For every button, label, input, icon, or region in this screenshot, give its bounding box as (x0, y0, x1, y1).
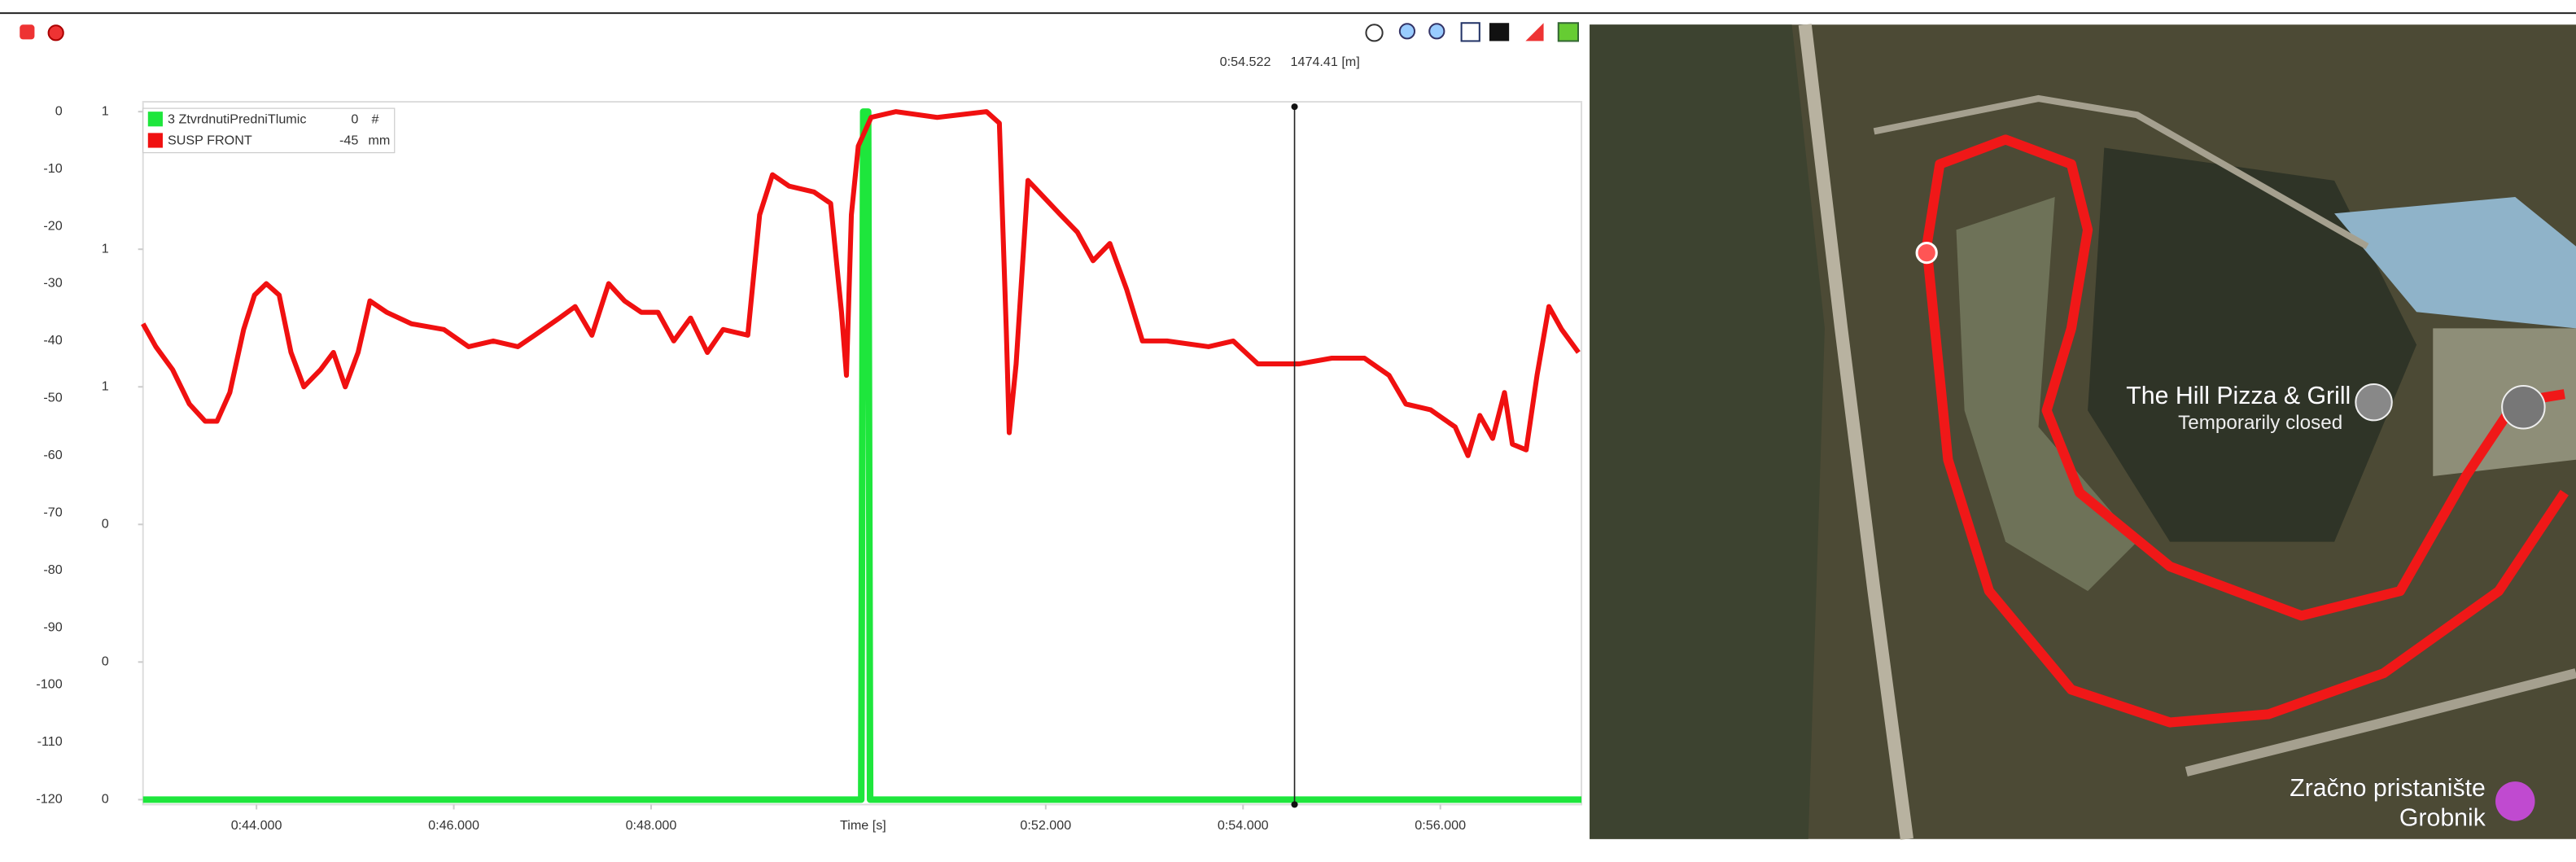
legend (142, 107, 396, 154)
x-tick-label: 0:48.000 (626, 818, 677, 833)
position-marker (1915, 242, 1938, 265)
legend-readout: 0 (351, 112, 358, 127)
series-line (142, 108, 1582, 803)
poi-restaurant[interactable] (2355, 383, 2393, 422)
cursor-dot (1291, 103, 1298, 111)
poi-name: The Hill Pizza & Grill (2126, 383, 2351, 409)
y2-tick-label: 1 (102, 241, 109, 256)
y-tick-label: -10 (43, 161, 62, 176)
track (1922, 134, 2569, 728)
cursor-dot (1291, 801, 1298, 808)
building (2334, 197, 2576, 329)
toolbar-icons[interactable] (1365, 22, 1580, 42)
y2-tick-label: 1 (102, 103, 109, 118)
left-icons[interactable] (20, 24, 64, 42)
poi-airport[interactable] (2495, 781, 2535, 821)
legend-unit: mm (368, 133, 390, 148)
y-tick-label: -50 (43, 391, 62, 405)
legend-swatch (147, 112, 163, 127)
icon-display[interactable] (1489, 23, 1510, 42)
poi-pin[interactable] (2501, 385, 2546, 430)
y-tick-label: -30 (43, 276, 62, 291)
y-tick-label: -70 (43, 505, 62, 519)
legend-label: SUSP FRONT (168, 133, 252, 148)
x-axis-label: Time [s] (840, 818, 886, 833)
icon-record[interactable] (47, 24, 64, 42)
cursor-time: 0:54.522 (1220, 55, 1271, 69)
field (1956, 197, 2137, 592)
icon-zoom-in[interactable] (1398, 23, 1416, 40)
icon-grid[interactable] (1557, 22, 1580, 42)
legend-swatch (147, 133, 163, 148)
x-tick-label: 0:56.000 (1415, 818, 1466, 833)
y-tick-label: 0 (55, 103, 63, 118)
legend-label: 3 ZtvrdnutiPredniTlumic (168, 112, 306, 127)
icon-layout[interactable] (1460, 22, 1480, 42)
y2-tick-label: 0 (102, 517, 109, 532)
y-tick-label: -90 (43, 619, 62, 634)
icon-pen[interactable] (20, 24, 35, 40)
plot: -120-110-100-90-80-70-60-50-40-30-20-100… (36, 103, 1582, 833)
legend-unit: # (371, 112, 378, 127)
y2-tick-label: 0 (102, 792, 109, 807)
x-tick-label: 0:46.000 (428, 818, 479, 833)
y-tick-label: -60 (43, 448, 62, 462)
icon-triangle[interactable] (1525, 23, 1544, 42)
forest (2088, 147, 2417, 542)
icon-stopwatch[interactable] (1365, 24, 1384, 42)
map[interactable]: The Hill Pizza & Grill Temporarily close… (1590, 24, 2576, 840)
legend-readout: -45 (339, 133, 358, 148)
y-tick-label: -100 (36, 677, 62, 692)
y-tick-label: -20 (43, 218, 62, 233)
series-line (141, 109, 1581, 458)
y2-tick-label: 1 (102, 379, 109, 394)
road (2185, 668, 2576, 777)
road (1873, 94, 2369, 250)
y-tick-label: -110 (37, 734, 63, 749)
y-tick-label: -120 (36, 792, 62, 807)
plot-frame (142, 101, 1583, 806)
icon-zoom-out[interactable] (1428, 23, 1445, 40)
road (1798, 24, 1913, 840)
poi-status: Temporarily closed (2178, 412, 2342, 434)
y2-tick-label: 0 (102, 654, 109, 669)
cursor-distance: 1474.41 [m] (1291, 55, 1360, 69)
y-tick-label: -80 (43, 562, 62, 577)
airport-name: Grobnik (2399, 805, 2486, 832)
y-tick-label: -40 (43, 333, 62, 348)
x-tick-label: 0:44.000 (231, 818, 282, 833)
x-tick-label: 0:52.000 (1020, 818, 1071, 833)
forest (1590, 24, 1825, 839)
x-tick-label: 0:54.000 (1218, 818, 1269, 833)
airport-name: Zračno pristanište (2290, 775, 2486, 802)
